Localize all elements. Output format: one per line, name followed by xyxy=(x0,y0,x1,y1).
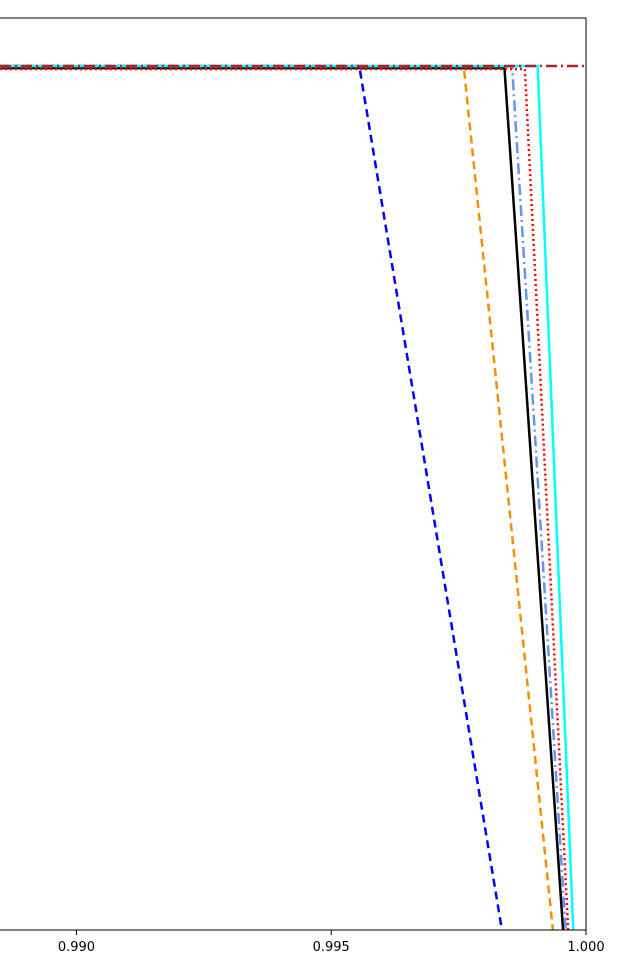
x-axis: 0.990 0.995 1.000 xyxy=(58,930,605,955)
axes-frame xyxy=(0,18,586,930)
series-line-5 xyxy=(0,66,573,930)
series-line-4 xyxy=(0,69,568,930)
x-tick-label: 1.000 xyxy=(567,940,604,955)
series-line-1 xyxy=(0,66,553,930)
x-tick-label: 0.995 xyxy=(313,940,350,955)
series-line-3 xyxy=(0,66,566,930)
series-layer xyxy=(0,66,586,930)
series-line-2 xyxy=(0,68,563,930)
x-tick-label: 0.990 xyxy=(58,940,95,955)
series-line-0 xyxy=(0,66,502,930)
